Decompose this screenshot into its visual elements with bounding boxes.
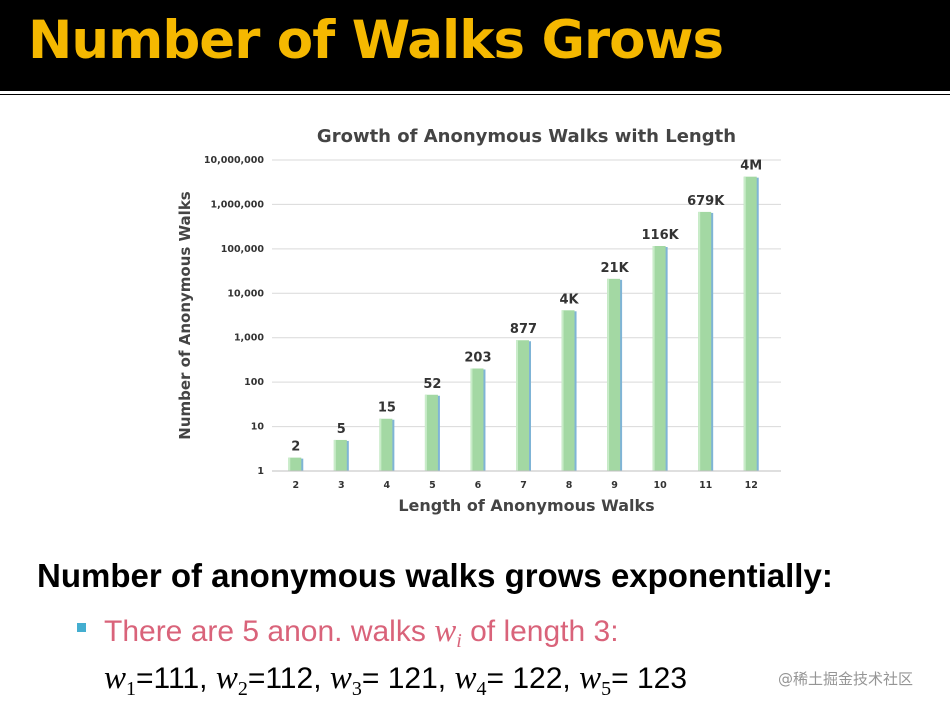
- x-tick-label: 6: [475, 480, 482, 491]
- x-tick-label: 9: [611, 480, 618, 491]
- watermark-text: @稀土掘金技术社区: [778, 670, 914, 688]
- bar-highlight: [333, 439, 336, 471]
- x-axis-label: Length of Anonymous Walks: [398, 496, 654, 515]
- data-label: 2: [291, 440, 300, 455]
- bar: [743, 176, 757, 471]
- data-label: 116K: [642, 228, 680, 243]
- x-tick-label: 12: [745, 480, 758, 491]
- bullet-square-icon: [77, 623, 86, 632]
- data-label: 21K: [601, 261, 630, 276]
- bar-highlight: [516, 340, 518, 471]
- data-label: 5: [337, 422, 346, 437]
- bullet-text-before: There are 5 anon. walks: [104, 615, 435, 648]
- x-tick-label: 7: [520, 480, 527, 491]
- y-tick-label: 1: [257, 466, 264, 477]
- y-tick-label: 1,000,000: [211, 199, 265, 210]
- y-tick-label: 10,000,000: [204, 155, 264, 166]
- walk-item: w3= 121: [329, 660, 438, 700]
- y-tick-label: 100,000: [221, 244, 265, 255]
- title-divider-thick: [0, 87, 950, 91]
- bar: [288, 457, 302, 471]
- slide-heading: Number of anonymous walks grows exponent…: [37, 557, 833, 594]
- walk-item: w2=112: [215, 660, 314, 700]
- y-tick-label: 100: [244, 377, 264, 388]
- bar-highlight: [379, 418, 382, 471]
- bullet-text-after: of length 3:: [461, 615, 619, 648]
- walks-growth-chart: 1 10 100 1,000 10,000 100,000 1,000,000 10,000,…: [176, 126, 781, 515]
- y-tick-label: 10,000: [227, 288, 264, 299]
- bar-highlight: [698, 211, 701, 471]
- bar-highlight: [288, 457, 291, 471]
- bar: [607, 278, 621, 471]
- walks-list: w1=111, w2=112, w3= 121, w4= 122, w5= 12…: [104, 660, 688, 700]
- bar-highlight: [470, 368, 473, 471]
- bar: [652, 245, 666, 471]
- data-label: 52: [423, 377, 441, 392]
- bar-highlight: [561, 310, 564, 471]
- bar: [470, 368, 484, 471]
- walk-item: w1=111: [104, 660, 200, 700]
- x-tick-label: 5: [429, 480, 436, 491]
- data-label: 15: [378, 401, 396, 416]
- title-bar: Number of Walks Grows: [0, 0, 950, 87]
- data-label: 4K: [559, 292, 579, 307]
- bar-highlight: [424, 394, 427, 471]
- x-tick-label: 3: [338, 480, 345, 491]
- bar: [698, 211, 712, 471]
- data-label: 4M: [740, 159, 762, 174]
- data-label: 877: [510, 322, 537, 337]
- bar: [333, 439, 347, 471]
- x-tick-label: 2: [292, 480, 299, 491]
- x-tick-label: 11: [699, 480, 712, 491]
- bar: [516, 340, 529, 471]
- bar-highlight: [743, 176, 746, 471]
- bullet-text: There are 5 anon. walks wi of length 3:: [104, 612, 619, 660]
- data-label: 203: [464, 350, 491, 365]
- bar: [561, 310, 575, 471]
- data-label: 679K: [687, 194, 725, 209]
- walk-item: w5= 123: [579, 660, 688, 700]
- title-divider-thin: [0, 94, 950, 95]
- y-axis-label: Number of Anonymous Walks: [176, 191, 194, 440]
- bar-highlight: [652, 245, 655, 471]
- bar: [379, 418, 393, 471]
- walk-item: w4= 122: [454, 660, 563, 700]
- math-subscript: i: [456, 630, 462, 652]
- x-tick-label: 10: [654, 480, 668, 491]
- x-tick-label: 4: [384, 480, 391, 491]
- chart-title: Growth of Anonymous Walks with Length: [317, 126, 736, 147]
- math-variable: w: [434, 613, 457, 649]
- x-tick-label: 8: [566, 480, 573, 491]
- y-tick-label: 10: [251, 422, 265, 433]
- y-tick-label: 1,000: [234, 333, 264, 344]
- slide-title: Number of Walks Grows: [28, 10, 724, 71]
- bar: [424, 394, 438, 471]
- bar-highlight: [607, 278, 610, 471]
